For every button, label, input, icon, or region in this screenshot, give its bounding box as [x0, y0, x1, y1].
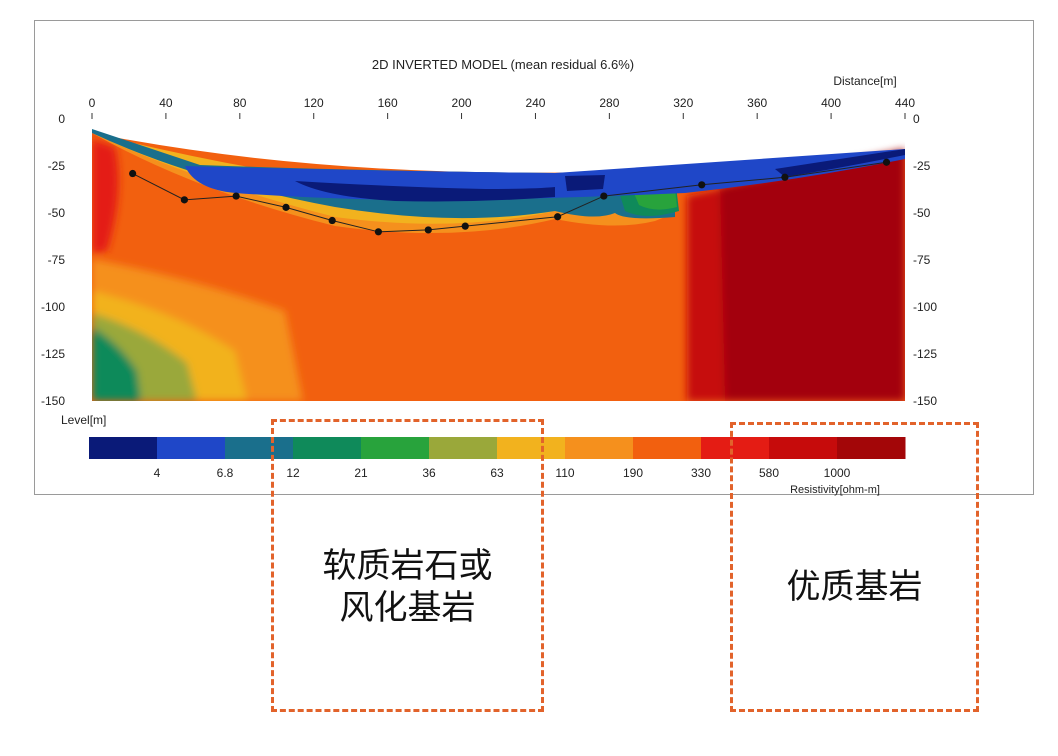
- interface-point: [781, 173, 789, 181]
- color-scale-swatch: [701, 437, 770, 459]
- color-scale-swatch: [769, 437, 838, 459]
- interface-point: [180, 196, 188, 204]
- color-scale-ticks: 4 6.8 12 21 36 63 110 190 330 580 1000: [154, 466, 851, 480]
- color-scale-swatch: [633, 437, 702, 459]
- y-tick-label-left: -50: [48, 206, 66, 220]
- x-tick-label: 240: [525, 96, 545, 110]
- y-tick-label-right: -25: [913, 159, 931, 173]
- annotation-soft-rock-line2: 风化基岩: [339, 588, 476, 628]
- interface-point: [882, 158, 891, 166]
- color-scale-swatch: [361, 437, 430, 459]
- color-scale-tick-label: 12: [286, 466, 300, 480]
- chart-panel: 2D INVERTED MODEL (mean residual 6.6%) D…: [34, 20, 1034, 496]
- x-tick-label: 0: [89, 96, 96, 110]
- color-scale-tick-label: 110: [555, 466, 574, 480]
- x-tick-label: 80: [233, 96, 247, 110]
- y-tick-label-right: 0: [913, 112, 920, 126]
- y-axis-label: Level[m]: [61, 413, 106, 427]
- x-tick-label: 40: [159, 96, 173, 110]
- x-tick-label: 200: [452, 96, 472, 110]
- y-tick-label-right: -75: [913, 253, 931, 267]
- resistivity-model: [92, 129, 905, 401]
- y-tick-label-right: -100: [913, 300, 937, 314]
- y-tick-label-left: -25: [48, 159, 66, 173]
- x-tick-label: 320: [673, 96, 693, 110]
- interface-point: [282, 203, 290, 211]
- color-scale-tick-label: 330: [691, 466, 711, 480]
- color-scale-swatch: [225, 437, 294, 459]
- x-axis-ticks: 0 40 80 120 160 200 240 280 320 360 400 440: [89, 96, 915, 119]
- color-scale-bar: [89, 437, 906, 459]
- color-scale-tick-label: 6.8: [217, 466, 234, 480]
- color-scale-tick-label: 1000: [824, 466, 851, 480]
- y-tick-label-right: -125: [913, 347, 937, 361]
- color-scale-tick-label: 190: [623, 466, 643, 480]
- y-tick-label-left: -75: [48, 253, 66, 267]
- y-tick-label-right: -150: [913, 394, 937, 408]
- color-scale-swatch: [565, 437, 634, 459]
- interface-point: [424, 226, 432, 234]
- y-tick-label-left: -100: [41, 300, 65, 314]
- color-scale-swatch: [497, 437, 566, 459]
- y-tick-label-left: 0: [58, 112, 65, 126]
- color-scale-swatch: [293, 437, 362, 459]
- x-tick-label: 160: [378, 96, 398, 110]
- color-scale-swatch: [89, 437, 158, 459]
- interface-point: [232, 192, 240, 200]
- y-tick-label-left: -125: [41, 347, 65, 361]
- x-tick-label: 120: [304, 96, 324, 110]
- color-scale-label: Resistivity[ohm-m]: [790, 484, 880, 496]
- color-scale-tick-label: 580: [759, 466, 779, 480]
- annotation-bedrock: 优质基岩: [730, 566, 979, 608]
- y-tick-label-right: -50: [913, 206, 931, 220]
- x-axis-label: Distance[m]: [833, 74, 896, 88]
- x-tick-label: 360: [747, 96, 767, 110]
- interface-point: [374, 228, 382, 236]
- chart-title: 2D INVERTED MODEL (mean residual 6.6%): [372, 57, 634, 72]
- color-scale-swatch: [837, 437, 906, 459]
- annotation-box-bedrock: [730, 422, 979, 712]
- interface-points: [129, 158, 891, 236]
- interface-point: [328, 216, 336, 225]
- y-axis-ticks: 0 0 -25 -25 -50 -50 -75 -75 -100 -100 -125 -125 -150…: [41, 112, 937, 408]
- resistivity-section-chart: 2D INVERTED MODEL (mean residual 6.6%) D…: [41, 57, 937, 496]
- x-tick-label: 440: [895, 96, 915, 110]
- x-tick-label: 400: [821, 96, 841, 110]
- interface-point: [698, 181, 706, 189]
- color-scale-tick-label: 4: [154, 466, 161, 480]
- y-tick-label-left: -150: [41, 394, 65, 408]
- color-scale-tick-label: 36: [422, 466, 436, 480]
- annotation-bedrock-line1: 优质基岩: [786, 567, 923, 607]
- color-scale-tick-label: 63: [490, 466, 504, 480]
- annotation-box-soft-rock: [271, 419, 544, 712]
- interface-point: [600, 192, 608, 200]
- color-scale-tick-label: 21: [354, 466, 368, 480]
- interface-point: [554, 213, 562, 221]
- annotation-soft-rock: 软质岩石或 风化基岩: [271, 545, 544, 629]
- annotation-soft-rock-line1: 软质岩石或: [322, 546, 493, 586]
- interface-point: [461, 222, 469, 230]
- color-scale-swatch: [429, 437, 498, 459]
- interface-point: [129, 169, 137, 178]
- color-scale-swatch: [157, 437, 226, 459]
- x-tick-label: 280: [599, 96, 619, 110]
